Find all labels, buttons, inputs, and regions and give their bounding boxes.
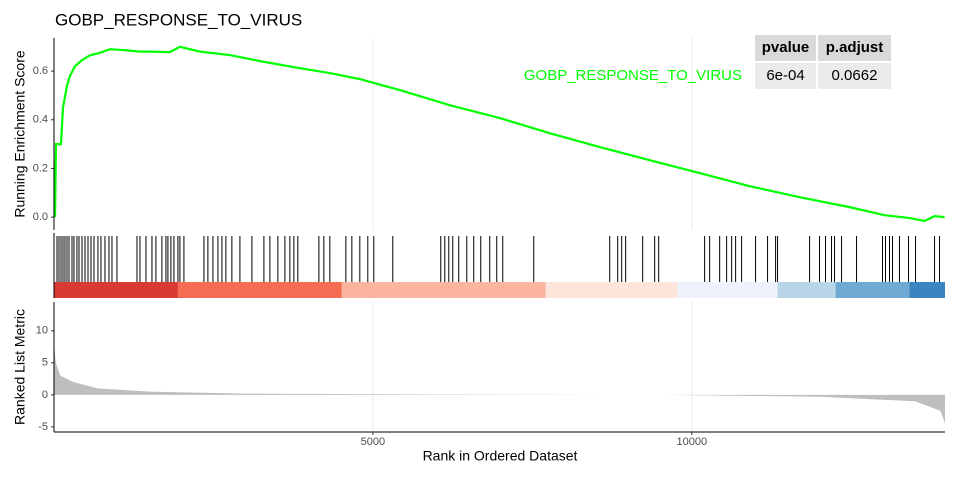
table-header: pvalue — [762, 39, 810, 56]
chart-title: GOBP_RESPONSE_TO_VIRUS — [55, 10, 302, 29]
metric-area — [54, 343, 945, 424]
enrichment-line — [53, 45, 945, 223]
x-axis-label: Rank in Ordered Dataset — [423, 448, 578, 464]
y-axis-label: Ranked List Metric — [12, 309, 28, 425]
x-tick-label: 5000 — [361, 436, 385, 448]
table-cell — [818, 63, 891, 89]
rank-band — [177, 282, 342, 298]
x-tick-label: 10000 — [676, 436, 707, 448]
y-tick-label: 0.2 — [33, 162, 48, 174]
y-tick-label: 0.6 — [33, 65, 48, 77]
y-tick-label: 10 — [36, 325, 48, 337]
rank-band — [835, 282, 910, 298]
y-tick-label: 0 — [42, 389, 48, 401]
y-tick-label: 0.4 — [33, 114, 48, 126]
rank-band — [54, 282, 178, 298]
table-cell — [755, 63, 816, 89]
rank-band — [909, 282, 945, 298]
rank-band — [777, 282, 836, 298]
table-header-cell — [755, 35, 816, 61]
table-header: p.adjust — [826, 39, 884, 56]
table-header-cell — [818, 35, 891, 61]
y-tick-label: 0.0 — [33, 211, 48, 223]
rank-band — [341, 282, 546, 298]
table-cell-text: 6e-04 — [766, 67, 804, 84]
y-tick-label: -5 — [38, 421, 48, 433]
y-tick-label: 5 — [42, 357, 48, 369]
table-cell-text: 0.0662 — [832, 67, 878, 84]
y-axis-label: Running Enrichment Score — [12, 50, 28, 218]
rank-band — [677, 282, 778, 298]
legend-label: GOBP_RESPONSE_TO_VIRUS — [524, 67, 742, 84]
rank-band — [545, 282, 678, 298]
